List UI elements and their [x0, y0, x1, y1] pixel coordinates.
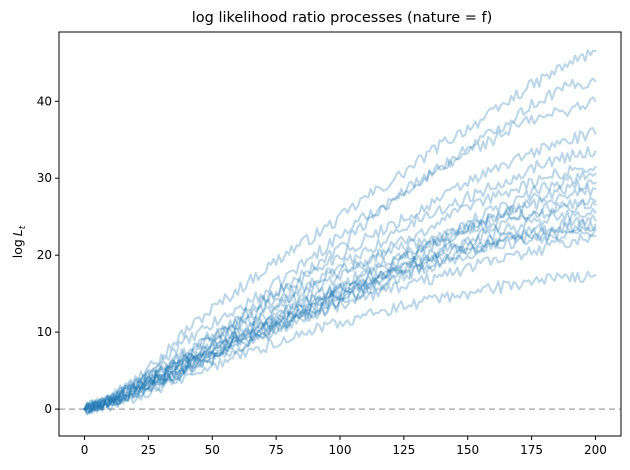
y-axis-label-subscript: t: [18, 225, 28, 229]
y-axis-label: log Lt: [10, 225, 28, 258]
series-line-16: [83, 270, 597, 416]
series-line-5: [83, 146, 597, 414]
y-tick-label: 40: [37, 94, 52, 108]
y-axis-label-log: log: [10, 239, 25, 258]
y-tick-label: 20: [37, 248, 52, 262]
series-line-18: [83, 196, 597, 414]
series-line-11: [83, 208, 597, 412]
x-axis: 0 25 50 75 100 125 150 175 200: [81, 436, 607, 457]
series-line-3: [83, 96, 597, 411]
x-tick-label: 100: [329, 443, 352, 457]
series-line-1: [83, 49, 597, 414]
chart-title: log likelihood ratio processes (nature =…: [192, 10, 493, 26]
y-tick-label: 30: [37, 171, 52, 185]
x-tick-label: 175: [520, 443, 543, 457]
series-line-7: [83, 170, 597, 411]
x-tick-label: 50: [205, 443, 220, 457]
x-tick-label: 0: [81, 443, 89, 457]
series-line-2: [83, 77, 597, 412]
series-line-15: [83, 225, 597, 411]
series-line-13: [83, 218, 597, 411]
series-line-8: [83, 179, 597, 413]
x-tick-label: 150: [456, 443, 479, 457]
series-line-4: [83, 127, 597, 411]
x-tick-label: 200: [584, 443, 607, 457]
series-line-12: [83, 214, 597, 411]
series-line-10: [83, 199, 597, 415]
y-axis: 0 10 20 30 40: [37, 94, 59, 416]
series-line-14: [83, 226, 597, 413]
series-layer: [83, 49, 597, 416]
x-tick-label: 125: [392, 443, 415, 457]
x-tick-label: 25: [141, 443, 156, 457]
y-axis-label-symbol: L: [10, 229, 25, 236]
series-line-17: [83, 233, 597, 415]
y-tick-label: 0: [44, 402, 52, 416]
series-line-6: [83, 165, 597, 411]
x-tick-label: 75: [268, 443, 283, 457]
y-tick-label: 10: [37, 325, 52, 339]
series-line-9: [83, 183, 597, 413]
